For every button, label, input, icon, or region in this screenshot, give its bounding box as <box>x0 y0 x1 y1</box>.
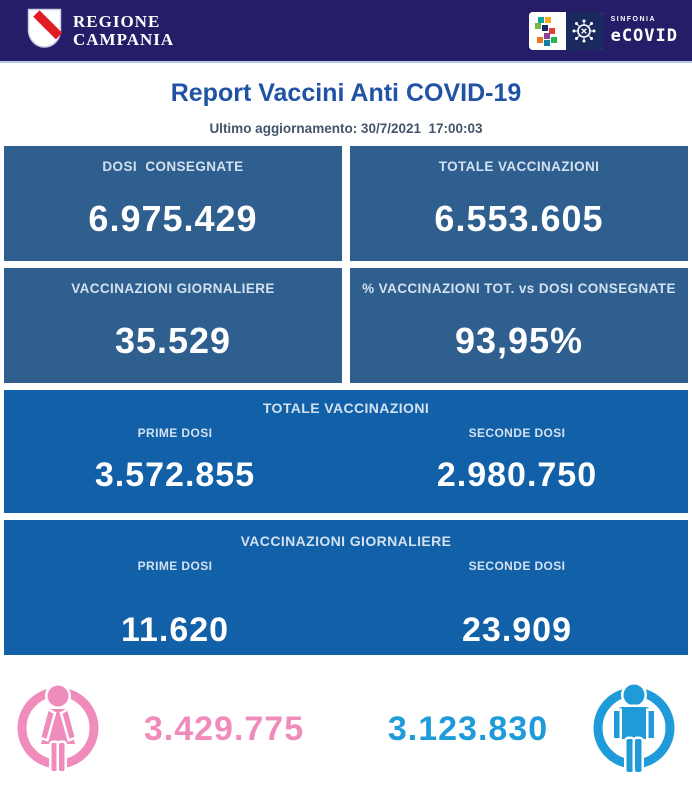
male-total: 3.123.830 <box>387 710 549 748</box>
card-value: 6.975.429 <box>88 198 258 239</box>
seconde-dosi-block: SECONDE DOSI 23.909 <box>346 559 688 650</box>
last-update-text: Ultimo aggiornamento: 30/7/2021 17:00:03 <box>209 121 483 136</box>
panel-title: TOTALE VACCINAZIONI <box>262 400 430 416</box>
sinfonia-label: SINFONIA <box>610 15 657 23</box>
sinfonia-s-icon <box>528 11 566 50</box>
ecovid-wordmark: SINFONIA eCOVID <box>611 16 678 46</box>
prime-dosi-value: 11.620 <box>120 611 230 649</box>
panel-totale-vaccinazioni: TOTALE VACCINAZIONI PRIME DOSI 3.572.855… <box>4 390 688 513</box>
card-percent-vs-consegnate: % VACCINAZIONI TOT. vs DOSI CONSEGNATE 9… <box>350 268 688 383</box>
seconde-dosi-value: 2.980.750 <box>436 456 598 494</box>
region-name: REGIONE CAMPANIA <box>73 11 175 49</box>
header-bar: REGIONE CAMPANIA <box>0 0 692 63</box>
card-value: 6.553.605 <box>434 198 604 239</box>
panel-title: VACCINAZIONI GIORNALIERE <box>240 533 452 549</box>
card-value: 35.529 <box>114 320 232 361</box>
card-totale-vaccinazioni: TOTALE VACCINAZIONI 6.553.605 <box>350 146 688 261</box>
card-label: VACCINAZIONI GIORNALIERE <box>71 281 275 296</box>
gender-totals-row: 3.429.775 3.123.830 <box>0 681 692 778</box>
regione-campania-crest-icon <box>25 3 69 54</box>
female-icon <box>14 681 102 778</box>
female-total: 3.429.775 <box>143 710 305 748</box>
prime-dosi-value: 3.572.855 <box>94 456 256 494</box>
card-label: % VACCINAZIONI TOT. vs DOSI CONSEGNATE <box>362 281 676 296</box>
ecovid-label: eCOVID <box>610 25 678 46</box>
card-value: 93,95% <box>454 320 584 361</box>
prime-dosi-label: PRIME DOSI <box>137 559 213 573</box>
stat-card-grid: DOSI CONSEGNATE 6.975.429 TOTALE VACCINA… <box>4 146 688 383</box>
card-label: TOTALE VACCINAZIONI <box>438 159 600 174</box>
virus-icon <box>565 11 603 50</box>
card-vaccinazioni-giornaliere: VACCINAZIONI GIORNALIERE 35.529 <box>4 268 342 383</box>
seconde-dosi-label: SECONDE DOSI <box>468 426 566 440</box>
seconde-dosi-label: SECONDE DOSI <box>468 559 566 573</box>
panel-vaccinazioni-giornaliere: VACCINAZIONI GIORNALIERE PRIME DOSI 11.6… <box>4 520 688 655</box>
page-title: Report Vaccini Anti COVID-19 <box>170 79 522 107</box>
prime-dosi-label: PRIME DOSI <box>137 426 213 440</box>
sinfonia-logo <box>528 11 603 50</box>
seconde-dosi-value: 23.909 <box>462 611 572 649</box>
prime-dosi-block: PRIME DOSI 11.620 <box>4 559 346 650</box>
card-label: DOSI CONSEGNATE <box>102 159 244 174</box>
seconde-dosi-block: SECONDE DOSI 2.980.750 <box>346 426 688 495</box>
card-dosi-consegnate: DOSI CONSEGNATE 6.975.429 <box>4 146 342 261</box>
prime-dosi-block: PRIME DOSI 3.572.855 <box>4 426 346 495</box>
male-icon <box>590 681 678 778</box>
